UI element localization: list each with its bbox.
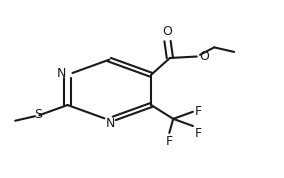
Text: S: S — [34, 108, 42, 121]
Text: N: N — [106, 117, 116, 130]
Text: N: N — [57, 67, 66, 80]
Text: O: O — [199, 50, 209, 63]
Text: F: F — [195, 105, 202, 118]
Text: O: O — [163, 25, 172, 38]
Text: F: F — [166, 135, 173, 148]
Text: F: F — [195, 127, 202, 140]
